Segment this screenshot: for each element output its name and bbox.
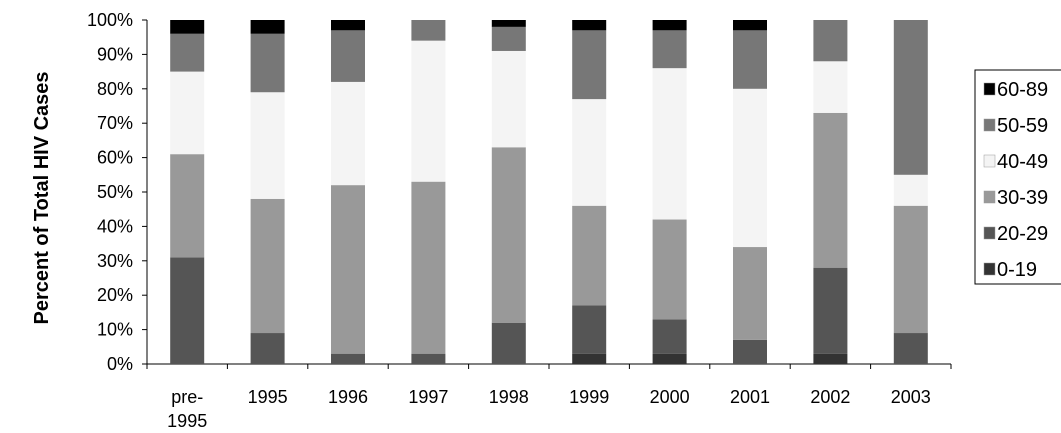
bar-segment xyxy=(250,92,285,199)
bar-segment xyxy=(331,20,365,31)
legend-label: 60-89 xyxy=(997,79,1048,101)
bar-segment xyxy=(331,353,365,364)
legend-swatch xyxy=(983,118,996,132)
y-tick-label: 50% xyxy=(97,182,133,202)
bar-segment xyxy=(411,181,446,354)
bar-segment xyxy=(733,247,767,340)
bar-segment xyxy=(331,185,365,354)
legend-swatch xyxy=(983,262,996,276)
y-tick-label: 30% xyxy=(97,251,133,271)
x-tick-label: 2002 xyxy=(810,387,850,407)
plot-area: 0% 10% 20% 30% 40% 50% 60% 70% 80% 90% 100% pre-199… xyxy=(87,10,952,431)
x-tick-label: 1996 xyxy=(328,387,368,407)
x-tick-label: 2003 xyxy=(891,387,931,407)
bar-segment xyxy=(491,20,526,27)
bar-segment xyxy=(170,71,205,155)
bar-segment xyxy=(813,20,848,62)
bar-segment xyxy=(331,81,365,186)
bar-segment xyxy=(491,147,526,323)
legend-label: 50-59 xyxy=(997,115,1048,137)
bar-segment xyxy=(652,319,687,354)
bar-segment xyxy=(572,305,607,354)
bar-segment xyxy=(331,30,365,82)
bar-segment xyxy=(893,333,928,364)
bar-segment xyxy=(491,50,526,148)
bar-segment xyxy=(733,88,767,248)
y-tick-label: 20% xyxy=(97,285,133,305)
bar-segment xyxy=(733,30,767,89)
bar-segment xyxy=(170,257,205,364)
legend-label: 30-39 xyxy=(997,187,1048,209)
bar-segment xyxy=(250,20,285,34)
y-tick-label: 40% xyxy=(97,216,133,236)
bar-segment xyxy=(250,333,285,364)
y-axis-label: Percent of Total HIV Cases xyxy=(31,71,53,324)
legend-swatch xyxy=(983,82,996,96)
bar-segment xyxy=(733,339,767,364)
bar-segment xyxy=(813,112,848,268)
y-tick-label: 60% xyxy=(97,148,133,168)
bar-segment xyxy=(733,20,767,31)
x-tick-label: 2000 xyxy=(650,387,690,407)
bar-segment xyxy=(572,20,607,31)
bar-segment xyxy=(813,61,848,113)
bar-segment xyxy=(652,219,687,320)
y-tick-label: 80% xyxy=(97,79,133,99)
bar-segment xyxy=(572,30,607,100)
bar-segment xyxy=(411,40,446,182)
legend-box xyxy=(974,69,1061,285)
x-tick-label: 1995 xyxy=(248,387,288,407)
legend: 60-89 50-59 40-49 30-39 20-29 0-19 xyxy=(974,69,1061,285)
legend-swatch xyxy=(983,190,996,204)
bar-segment xyxy=(813,353,848,364)
bar-segment xyxy=(170,154,205,258)
bar-segment xyxy=(250,198,285,334)
bar-segment xyxy=(893,174,928,206)
legend-label: 0-19 xyxy=(997,259,1037,281)
bar-segment xyxy=(411,353,446,364)
bar-segment xyxy=(572,99,607,206)
y-tick-label: 0% xyxy=(107,354,133,374)
x-tick-label: 2001 xyxy=(730,387,770,407)
x-tick-label: pre-1995 xyxy=(167,387,207,431)
bar-segment xyxy=(652,20,687,31)
bar-segment xyxy=(893,205,928,334)
bar-segment xyxy=(250,33,285,93)
bar-segment xyxy=(813,267,848,354)
y-tick-label: 70% xyxy=(97,113,133,133)
legend-label: 40-49 xyxy=(997,151,1048,173)
x-tick-label: 1999 xyxy=(569,387,609,407)
bar-segment xyxy=(652,68,687,220)
bar-segment xyxy=(491,26,526,51)
bar-segment xyxy=(572,353,607,364)
x-tick-label: 1997 xyxy=(408,387,448,407)
bar-segment xyxy=(893,20,928,175)
bar-segment xyxy=(170,20,205,34)
legend-swatch xyxy=(983,154,996,168)
x-tick-label: 1998 xyxy=(489,387,529,407)
legend-swatch xyxy=(983,226,996,240)
bar-segment xyxy=(411,20,446,41)
y-tick-label: 90% xyxy=(97,44,133,64)
bar-segment xyxy=(572,205,607,306)
y-tick-label: 100% xyxy=(87,10,133,30)
bar-segment xyxy=(170,33,205,72)
bar-segment xyxy=(652,30,687,69)
y-tick-label: 10% xyxy=(97,320,133,340)
legend-label: 20-29 xyxy=(997,223,1048,245)
bar-segment xyxy=(491,322,526,364)
bar-segment xyxy=(652,353,687,364)
